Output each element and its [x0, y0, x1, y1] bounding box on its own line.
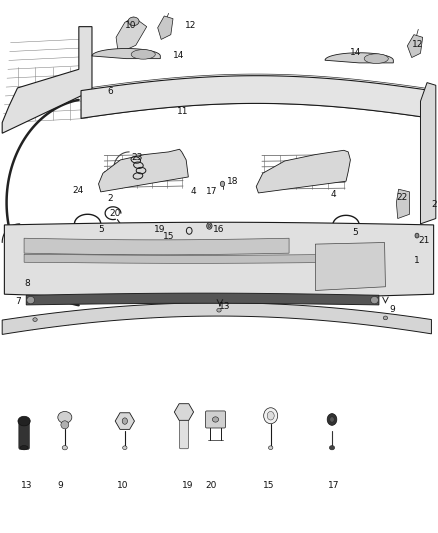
Polygon shape — [81, 76, 431, 118]
Ellipse shape — [217, 308, 221, 312]
Polygon shape — [407, 35, 423, 58]
Text: 10: 10 — [125, 21, 136, 30]
Text: 2: 2 — [107, 194, 113, 203]
Polygon shape — [256, 150, 350, 193]
Ellipse shape — [122, 418, 127, 424]
Polygon shape — [396, 189, 410, 219]
Text: 22: 22 — [396, 193, 408, 202]
Polygon shape — [24, 238, 289, 255]
Polygon shape — [420, 83, 436, 224]
Ellipse shape — [268, 446, 273, 450]
Ellipse shape — [327, 414, 337, 425]
Ellipse shape — [371, 296, 378, 304]
Text: 8: 8 — [24, 279, 30, 287]
Ellipse shape — [208, 224, 211, 228]
Ellipse shape — [212, 417, 219, 422]
Text: 7: 7 — [15, 297, 21, 306]
Polygon shape — [158, 16, 173, 39]
Text: 18: 18 — [227, 177, 238, 185]
Ellipse shape — [330, 417, 334, 422]
Text: 14: 14 — [173, 51, 184, 60]
Polygon shape — [116, 17, 147, 53]
Ellipse shape — [128, 17, 139, 26]
FancyBboxPatch shape — [19, 419, 29, 449]
Text: 6: 6 — [107, 87, 113, 96]
Polygon shape — [26, 293, 379, 305]
Text: 24: 24 — [72, 186, 84, 195]
Ellipse shape — [61, 421, 69, 429]
Text: 13: 13 — [219, 302, 230, 311]
Text: 12: 12 — [412, 41, 423, 49]
Polygon shape — [115, 413, 134, 430]
FancyBboxPatch shape — [205, 411, 226, 428]
Ellipse shape — [123, 446, 127, 450]
Text: 17: 17 — [206, 188, 217, 196]
Ellipse shape — [62, 446, 67, 450]
Text: 23: 23 — [131, 154, 143, 162]
Polygon shape — [92, 49, 160, 59]
FancyBboxPatch shape — [180, 412, 188, 449]
Ellipse shape — [267, 411, 274, 420]
Ellipse shape — [415, 233, 419, 238]
Text: 20: 20 — [205, 481, 216, 489]
Text: 14: 14 — [350, 49, 361, 57]
Text: 19: 19 — [154, 225, 166, 233]
Text: 21: 21 — [418, 237, 430, 245]
Ellipse shape — [207, 223, 212, 229]
Text: 10: 10 — [117, 481, 129, 489]
Text: 5: 5 — [353, 228, 358, 237]
Text: 15: 15 — [163, 232, 174, 240]
Ellipse shape — [20, 446, 28, 450]
Polygon shape — [174, 403, 194, 421]
Ellipse shape — [329, 446, 335, 450]
Ellipse shape — [58, 411, 72, 423]
Ellipse shape — [27, 296, 35, 304]
Text: 16: 16 — [213, 225, 225, 233]
Ellipse shape — [18, 416, 30, 426]
Ellipse shape — [220, 181, 225, 187]
Text: 19: 19 — [182, 481, 193, 489]
Ellipse shape — [383, 316, 388, 320]
Text: 17: 17 — [328, 481, 339, 489]
Text: 9: 9 — [57, 481, 63, 489]
Text: 2: 2 — [431, 200, 437, 209]
Text: 4: 4 — [191, 188, 196, 196]
Text: 20: 20 — [110, 209, 121, 217]
Text: 1: 1 — [414, 256, 420, 264]
Ellipse shape — [264, 408, 278, 424]
Polygon shape — [315, 243, 385, 290]
Text: 12: 12 — [185, 21, 196, 30]
Text: 11: 11 — [177, 108, 189, 116]
Polygon shape — [2, 27, 92, 133]
Polygon shape — [24, 254, 359, 263]
Polygon shape — [2, 303, 431, 334]
Text: 4: 4 — [331, 190, 336, 198]
Ellipse shape — [33, 318, 37, 321]
Ellipse shape — [364, 54, 389, 63]
Text: 13: 13 — [21, 481, 32, 489]
Polygon shape — [99, 149, 188, 192]
Text: 15: 15 — [263, 481, 274, 489]
Text: 9: 9 — [389, 305, 395, 314]
Polygon shape — [4, 222, 434, 298]
Text: 5: 5 — [99, 225, 104, 233]
Polygon shape — [325, 53, 393, 63]
Ellipse shape — [131, 50, 155, 59]
